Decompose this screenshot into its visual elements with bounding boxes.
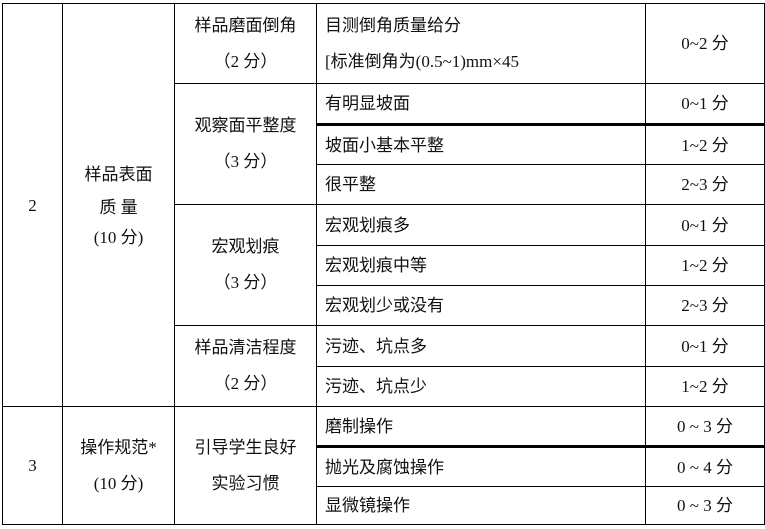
score: 0~1 分 [645,325,765,367]
criterion: 坡面小基本平整 [316,124,646,165]
item-name-line: （2 分） [213,51,278,71]
table-row: 宏观划痕 （3 分） 宏观划痕多 0~1 分 [3,204,765,326]
item-name-line: 样品磨面倒角 [194,15,297,35]
table-row: 很平整 2~3 分 [3,164,765,205]
criterion: 污迹、坑点少 [316,366,646,407]
table-row: 3 操作规范* (10 分) 引导学生良好 实验习惯 磨制操作 0 ~ 3 分 [2,406,765,525]
score: 1~2 分 [645,124,765,165]
category-line: (10 分) [93,228,144,247]
score: 2~3 分 [645,285,765,326]
scoring-table: 2 样品表面 质 量 (10 分) 样品磨面倒角 （2 分） 目测倒角质量给分 … [2,3,765,525]
item-name-line: 宏观划痕 [211,237,280,256]
criterion: 有明显坡面 [316,83,646,126]
criterion-line: [标准倒角为(0.5~1)mm×45 [325,51,519,71]
item-name: 样品磨面倒角 （2 分） [174,3,317,84]
item-name: 引导学生良好 实验习惯 [174,406,317,525]
criterion: 很平整 [316,164,646,205]
criterion: 宏观划少或没有 [316,285,646,326]
section-number: 2 [2,3,63,407]
score: 0~1 分 [645,204,765,246]
item-name: 样品清洁程度 （2 分） [174,325,317,407]
criterion: 污迹、坑点多 [316,325,646,367]
category-line: 操作规范* [80,437,157,457]
section-category: 样品表面 质 量 (10 分) [62,3,175,407]
item-name-line: 样品清洁程度 [194,338,297,357]
item-name-line: 实验习惯 [211,473,280,493]
item-name: 观察面平整度 （3 分） [174,83,317,205]
category-line: 样品表面 [84,165,153,184]
table-row: 显微镜操作 0 ~ 3 分 [3,486,765,525]
score: 1~2 分 [645,366,765,407]
score: 0~2 分 [645,3,765,84]
score: 1~2 分 [645,245,765,286]
criterion: 目测倒角质量给分 [标准倒角为(0.5~1)mm×45 [316,3,646,84]
table-row: 样品清洁程度 （2 分） 污迹、坑点多 0~1 分 [3,325,765,407]
table-row: 宏观划少或没有 2~3 分 [3,285,765,326]
criterion: 磨制操作 [316,406,646,448]
item-name-line: （3 分） [213,152,278,171]
table-row: 坡面小基本平整 1~2 分 [3,124,765,165]
section-category: 操作规范* (10 分) [62,406,175,525]
category-line: (10 分) [93,473,144,493]
category-line: 质 量 [99,198,138,217]
criterion: 宏观划痕多 [316,204,646,246]
item-name-line: （3 分） [213,273,278,292]
item-name-line: 引导学生良好 [194,437,297,457]
item-name: 宏观划痕 （3 分） [174,204,317,326]
score: 2~3 分 [645,164,765,205]
section-number: 3 [2,406,63,525]
score: 0 ~ 3 分 [645,406,765,448]
item-name-line: 观察面平整度 [194,116,297,135]
criterion: 显微镜操作 [316,486,646,525]
score: 0~1 分 [645,83,765,126]
score: 0 ~ 3 分 [645,486,765,525]
table-row: 2 样品表面 质 量 (10 分) 样品磨面倒角 （2 分） 目测倒角质量给分 … [2,3,765,407]
criterion-line: 目测倒角质量给分 [325,15,461,35]
score: 0 ~ 4 分 [645,446,765,487]
criterion: 抛光及腐蚀操作 [316,446,646,487]
item-name-line: （2 分） [213,374,278,393]
criterion: 宏观划痕中等 [316,245,646,286]
table-row: 观察面平整度 （3 分） 有明显坡面 0~1 分 [3,83,765,205]
table-row: 污迹、坑点少 1~2 分 [3,366,765,407]
table-row: 抛光及腐蚀操作 0 ~ 4 分 [3,446,765,487]
